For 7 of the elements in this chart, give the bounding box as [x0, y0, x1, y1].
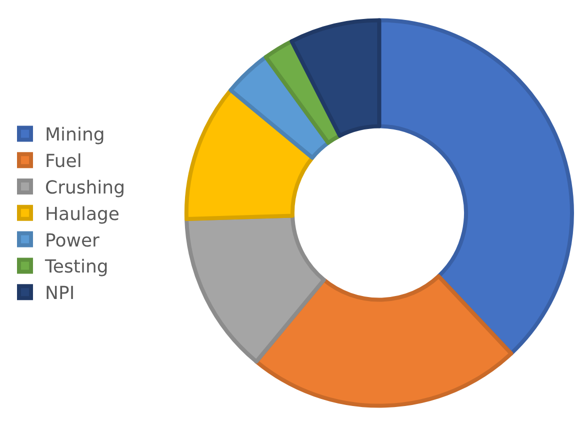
- legend-label: Mining: [45, 124, 105, 146]
- legend-label: Power: [45, 230, 100, 252]
- legend-label: Fuel: [45, 151, 82, 172]
- legend-label: Haulage: [45, 204, 120, 225]
- legend-label: Testing: [44, 256, 108, 278]
- legend-label: NPI: [45, 283, 75, 304]
- legend-label: Crushing: [45, 178, 125, 199]
